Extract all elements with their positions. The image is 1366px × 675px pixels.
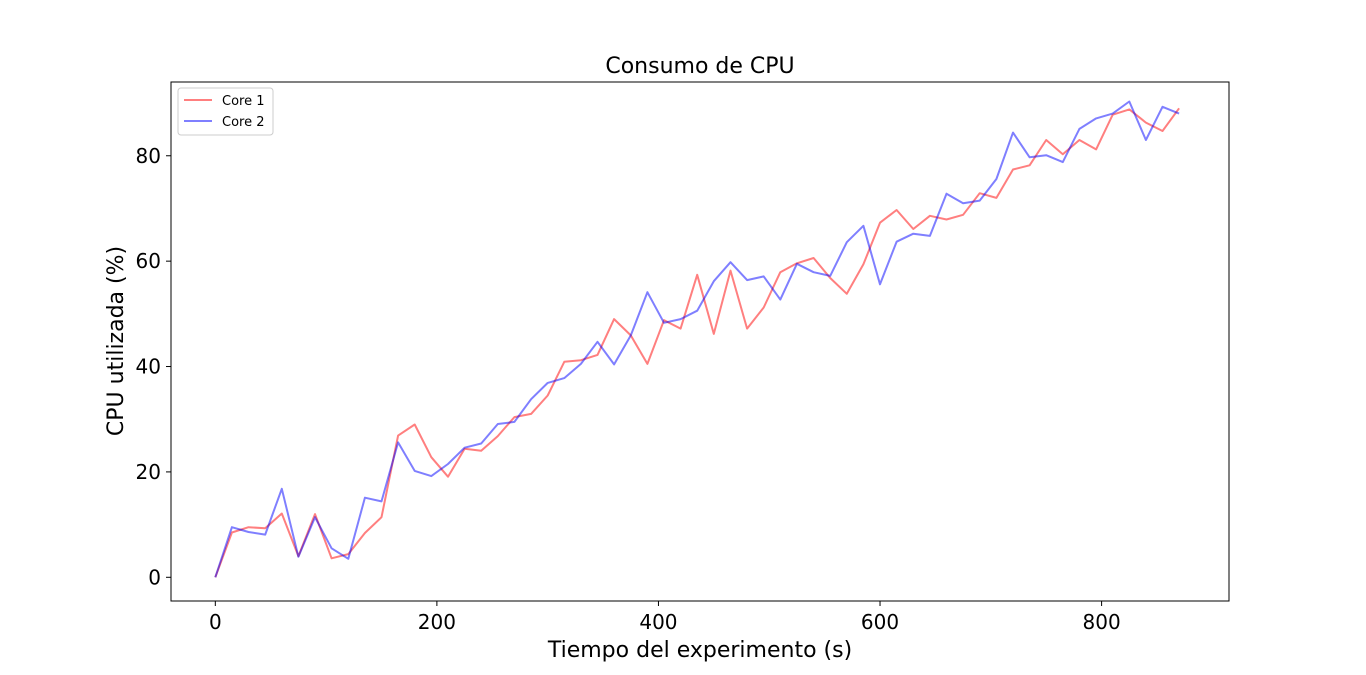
chart-title: Consumo de CPU [605, 54, 794, 79]
axis-ticks-layer: 0 200 400 600 800 0 20 40 60 80 [136, 144, 1121, 634]
x-tick-label: 600 [861, 610, 899, 634]
series-line-core-2 [214, 100, 1180, 578]
series-line-core-1 [214, 107, 1180, 578]
plot-frame [170, 81, 1230, 602]
y-axis-title: CPU utilizada (%) [104, 246, 129, 436]
legend-label-core-2: Core 2 [222, 115, 265, 130]
legend: Core 1 Core 2 [177, 87, 274, 136]
x-tick-label: 800 [1083, 610, 1121, 634]
x-tick-label: 0 [209, 610, 222, 634]
x-tick-label: 400 [639, 610, 677, 634]
y-tick-label: 60 [136, 249, 161, 273]
y-tick-label: 20 [136, 460, 161, 484]
y-tick-label: 40 [136, 355, 161, 379]
y-tick-label: 0 [148, 565, 161, 589]
x-axis-title: Tiempo del experimento (s) [547, 638, 852, 663]
series-lines-layer [214, 100, 1180, 578]
y-tick-label: 80 [136, 144, 161, 168]
x-tick-label: 200 [418, 610, 456, 634]
legend-label-core-1: Core 1 [222, 94, 265, 109]
